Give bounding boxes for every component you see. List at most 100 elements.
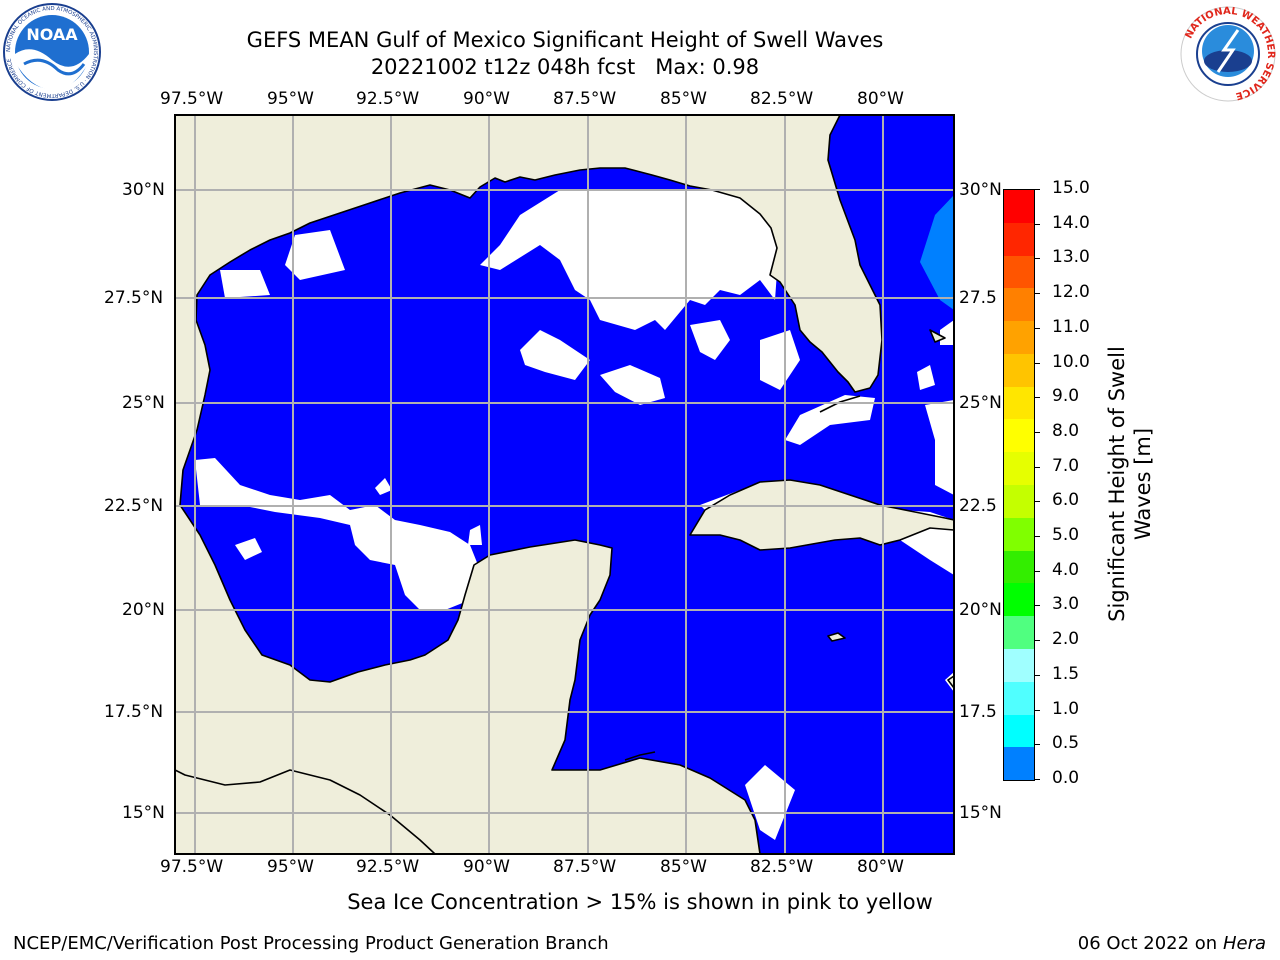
- footer-date-text: 06 Oct 2022 on: [1077, 933, 1223, 954]
- cuba-island: [689, 479, 954, 551]
- lon-label-top: 97.5°W: [160, 89, 224, 109]
- colorbar-segment: [1004, 583, 1034, 617]
- colorbar-tick-label: 2.0: [1052, 629, 1080, 650]
- colorbar-tick-mark: [1034, 570, 1040, 572]
- colorbar-ticks: 15.0 14.0 13.0 12.0 11.0 10.0 9.0 8.0 7.0 6.0 5.0 4…: [1034, 178, 1094, 788]
- footer-host: Hera: [1222, 933, 1266, 954]
- lat-label-left: 17.5°N: [104, 702, 164, 722]
- colorbar-segment: [1004, 681, 1034, 715]
- colorbar-segment: [1004, 321, 1034, 354]
- colorbar-segment: [1004, 517, 1034, 551]
- swell-zone-atlantic: [920, 195, 954, 310]
- bay-islands: [624, 751, 656, 761]
- colorbar-segment: [1004, 485, 1034, 518]
- lon-label-bottom: 90°W: [463, 857, 510, 877]
- colorbar-tick-mark: [1034, 293, 1040, 295]
- colorbar-label: Significant Height of Swell Waves [m]: [1105, 346, 1155, 622]
- colorbar-segment: [1004, 616, 1034, 649]
- colorbar-tick-label: 15.0: [1052, 178, 1090, 198]
- lat-label-right: 30°N: [959, 180, 1002, 200]
- map-frame: [174, 114, 955, 855]
- colorbar-segment: [1004, 353, 1034, 387]
- lon-label-bottom: 80°W: [857, 857, 904, 877]
- colorbar-tick-label: 3.0: [1052, 594, 1080, 615]
- colorbar: [1003, 189, 1035, 781]
- colorbar-tick-mark: [1034, 223, 1040, 225]
- colorbar-tick-mark: [1034, 258, 1040, 260]
- lon-label-top: 95°W: [267, 89, 314, 109]
- colorbar-tick-mark: [1034, 536, 1040, 538]
- colorbar-segment: [1004, 550, 1034, 584]
- colorbar-tick-mark: [1034, 362, 1040, 364]
- noaa-logo-text: NOAA: [26, 25, 78, 44]
- colorbar-tick-mark: [1034, 709, 1040, 711]
- colorbar-tick-mark: [1034, 431, 1040, 433]
- lat-label-right: 20°N: [959, 600, 1002, 620]
- lon-label-bottom: 95°W: [267, 857, 314, 877]
- colorbar-tick-label: 8.0: [1052, 420, 1080, 441]
- lat-label-left: 20°N: [122, 600, 165, 620]
- lon-label-bottom: 92.5°W: [356, 857, 420, 877]
- colorbar-segment: [1004, 386, 1034, 420]
- colorbar-tick-mark: [1034, 397, 1040, 399]
- colorbar-segment: [1004, 419, 1034, 453]
- lon-label-top: 80°W: [857, 89, 904, 109]
- colorbar-tick-label: 6.0: [1052, 490, 1080, 511]
- colorbar-tick-label: 14.0: [1052, 212, 1090, 233]
- colorbar-tick-label: 9.0: [1052, 386, 1080, 407]
- nws-logo: NATIONAL WEATHER SERVICE: [1178, 4, 1278, 104]
- colorbar-tick-label: 12.0: [1052, 282, 1090, 303]
- map-title: GEFS MEAN Gulf of Mexico Significant Hei…: [246, 28, 884, 52]
- colorbar-label-box: Significant Height of Swell Waves [m]: [1100, 189, 1160, 779]
- jamaica-island: [827, 632, 846, 642]
- colorbar-tick-label: 1.0: [1052, 698, 1080, 719]
- footer-branch: NCEP/EMC/Verification Post Processing Pr…: [13, 933, 609, 954]
- colorbar-tick-label: 10.0: [1052, 351, 1090, 372]
- colorbar-tick-label: 7.0: [1052, 455, 1080, 476]
- colorbar-tick-label: 0.0: [1052, 768, 1080, 788]
- colorbar-segment: [1004, 714, 1034, 748]
- lon-label-bottom: 97.5°W: [160, 857, 224, 877]
- bahamas-islands: [929, 329, 946, 343]
- lat-label-left: 25°N: [122, 393, 165, 413]
- lat-label-right: 17.5: [959, 702, 997, 722]
- lat-label-right: 27.5: [959, 288, 997, 308]
- colorbar-tick-mark: [1034, 501, 1040, 503]
- colorbar-segment: [1004, 222, 1034, 256]
- colorbar-tick-mark: [1034, 674, 1040, 676]
- lon-label-bottom: 85°W: [660, 857, 707, 877]
- colorbar-tick-label: 13.0: [1052, 247, 1090, 268]
- lon-label-top: 82.5°W: [750, 89, 814, 109]
- lon-label-top: 90°W: [463, 89, 510, 109]
- lat-label-left: 15°N: [122, 803, 165, 823]
- lat-label-left: 22.5°N: [104, 496, 164, 516]
- colorbar-tick-label: 11.0: [1052, 316, 1090, 337]
- colorbar-tick-mark: [1034, 744, 1040, 746]
- colorbar-tick-mark: [1034, 189, 1040, 190]
- lon-label-top: 85°W: [660, 89, 707, 109]
- lat-label-right: 15°N: [959, 803, 1002, 823]
- lat-label-left: 30°N: [122, 180, 165, 200]
- land-masses: [175, 115, 954, 854]
- colorbar-tick-label: 1.5: [1052, 663, 1080, 684]
- lat-label-right: 25°N: [959, 393, 1002, 413]
- lat-label-left: 27.5°N: [104, 288, 164, 308]
- colorbar-tick-mark: [1034, 779, 1040, 780]
- colorbar-tick-mark: [1034, 605, 1040, 607]
- sea-ice-note: Sea Ice Concentration > 15% is shown in …: [0, 890, 1280, 914]
- colorbar-segment: [1004, 747, 1034, 781]
- lon-label-bottom: 82.5°W: [750, 857, 814, 877]
- colorbar-tick-mark: [1034, 466, 1040, 468]
- colorbar-segment: [1004, 648, 1034, 682]
- lon-label-top: 87.5°W: [553, 89, 617, 109]
- colorbar-tick-label: 4.0: [1052, 559, 1080, 580]
- lat-label-right: 22.5: [959, 496, 997, 516]
- noaa-logo: NOAA NATIONAL OCEANIC AND ATMOSPHERIC AD…: [2, 2, 102, 102]
- colorbar-segment: [1004, 255, 1034, 289]
- forecast-subtitle: 20221002 t12z 048h fcst Max: 0.98: [370, 55, 760, 79]
- colorbar-tick-label: 0.5: [1052, 733, 1080, 754]
- colorbar-tick-mark: [1034, 640, 1040, 642]
- footer-date: 06 Oct 2022 on Hera: [1078, 933, 1266, 954]
- lon-label-bottom: 87.5°W: [553, 857, 617, 877]
